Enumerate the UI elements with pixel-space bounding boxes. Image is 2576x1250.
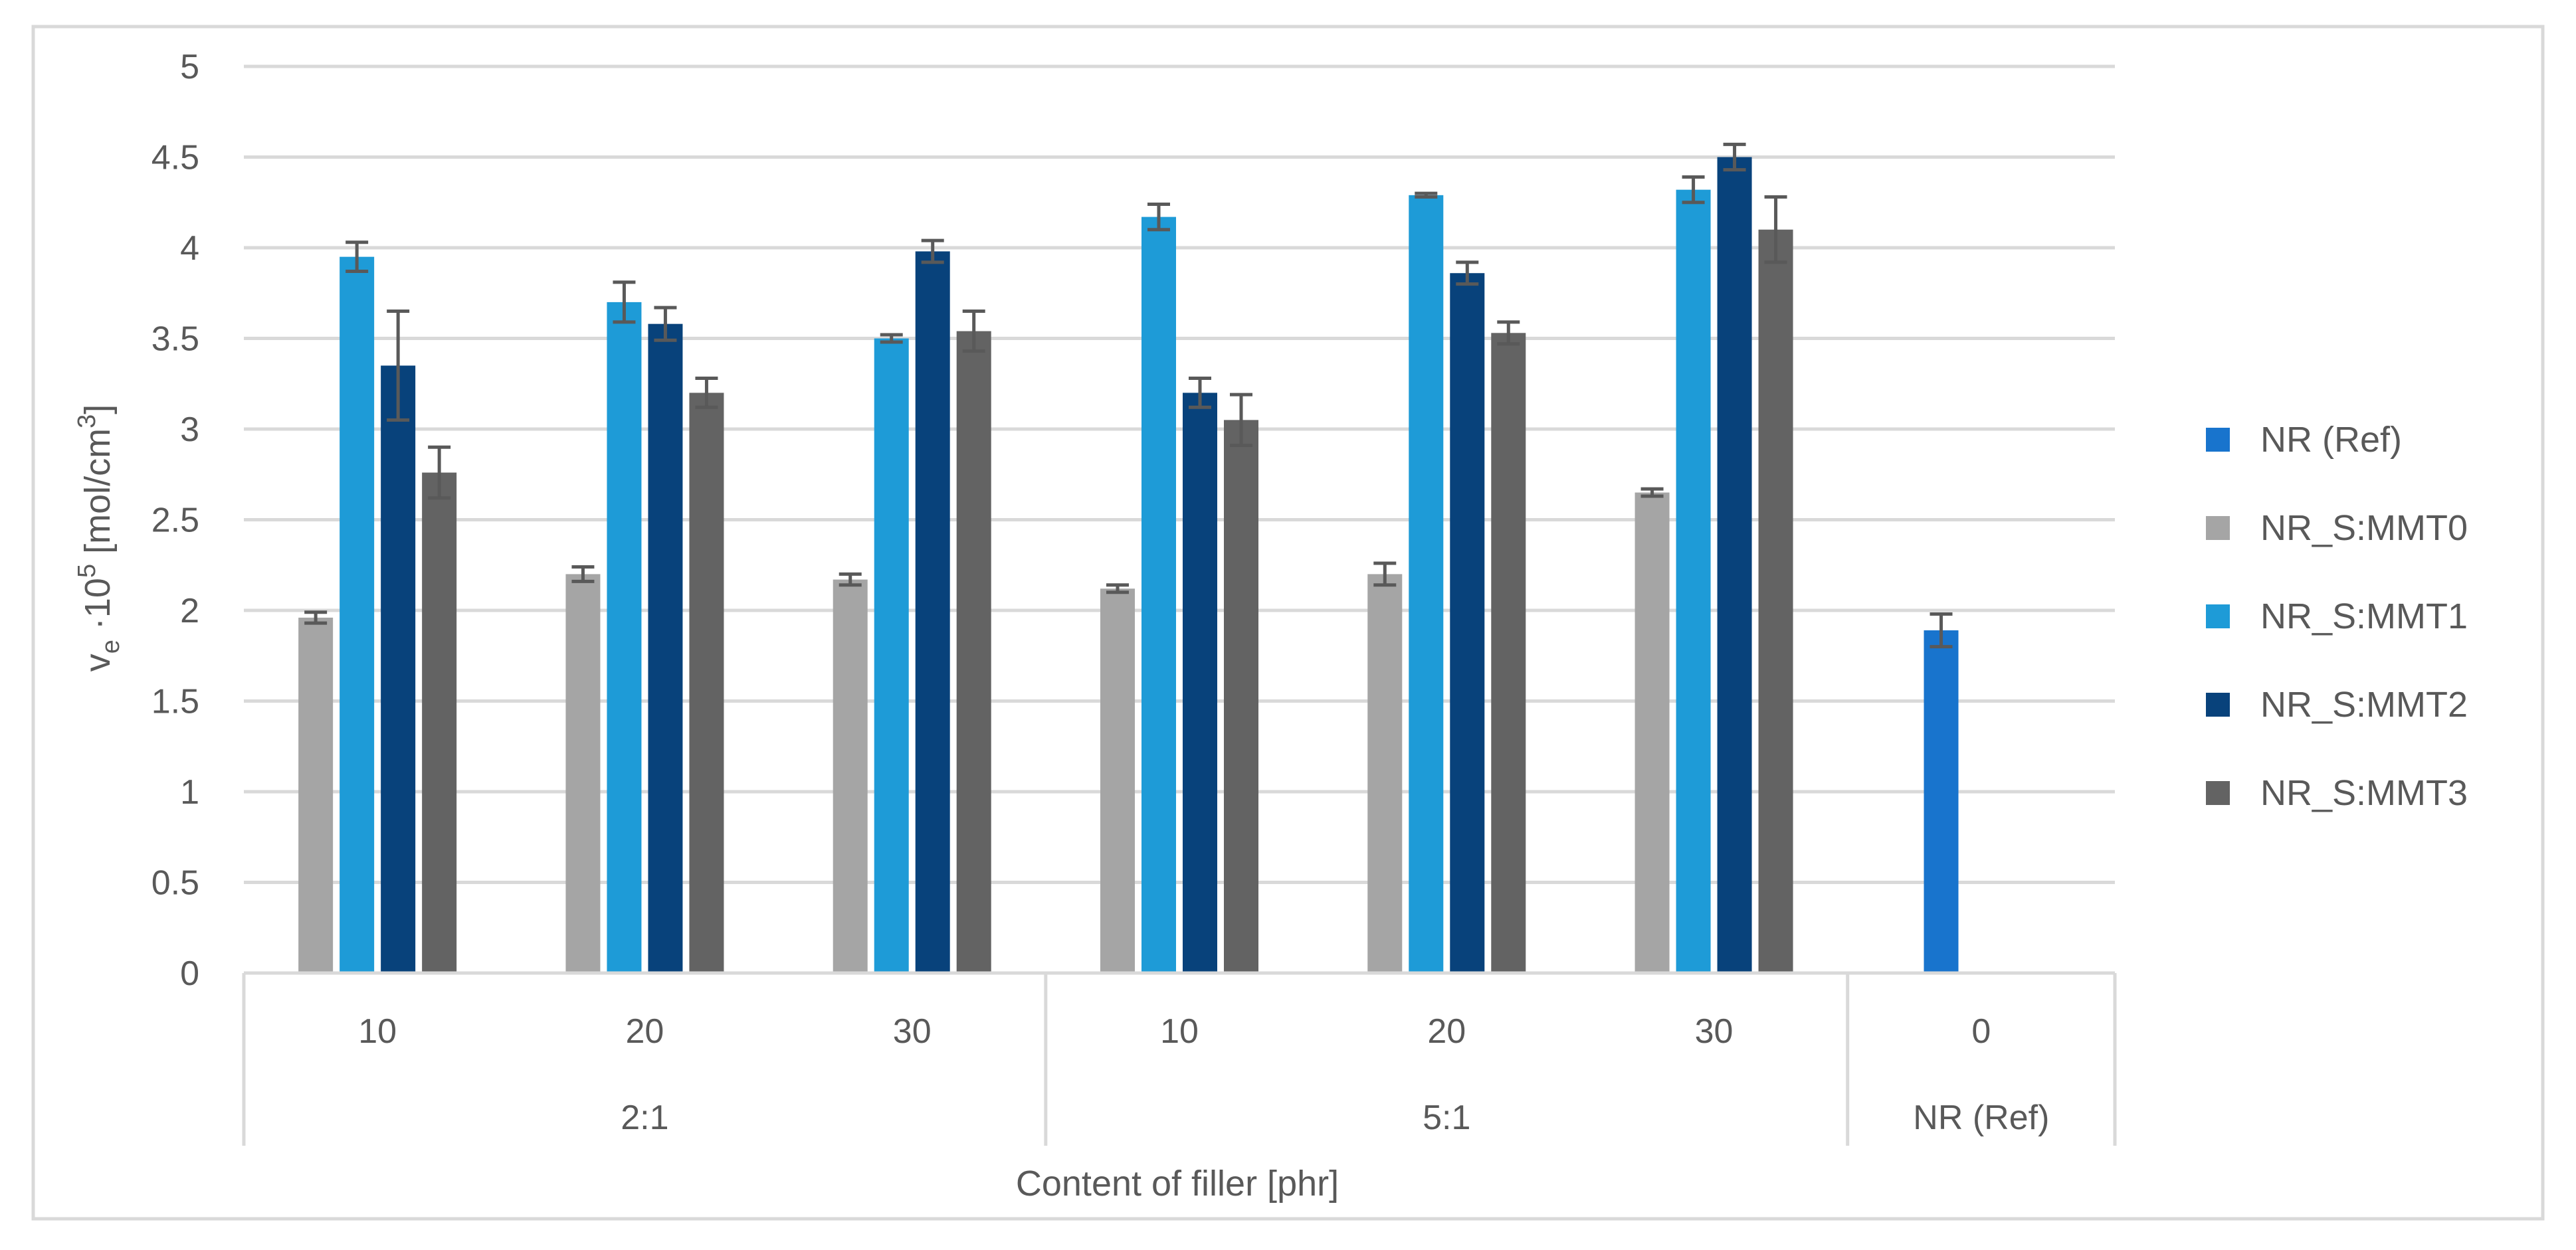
bar <box>1491 333 1526 973</box>
error-bars <box>304 142 1953 649</box>
x-axis-title: Content of filler [phr] <box>1016 1164 1339 1204</box>
y-tick-label: 2 <box>180 592 199 630</box>
bar <box>381 365 416 973</box>
x-tick-label: 10 <box>358 1012 397 1051</box>
bar <box>298 617 334 973</box>
x-tick-label: 30 <box>1695 1012 1734 1051</box>
group-label: 2:1 <box>621 1099 668 1137</box>
x-tick-label: 20 <box>626 1012 664 1051</box>
y-tick-label: 3 <box>180 410 199 449</box>
bar <box>1409 195 1444 974</box>
bar <box>1758 229 1793 974</box>
bar <box>565 574 601 973</box>
x-tick-label: 10 <box>1160 1012 1199 1051</box>
y-tick-label: 0 <box>180 954 199 993</box>
bar <box>1676 189 1711 973</box>
legend-swatch <box>2206 693 2230 717</box>
bar <box>340 256 375 973</box>
x-tick-label: 20 <box>1427 1012 1466 1051</box>
y-tick-label: 5 <box>180 48 199 86</box>
legend-label: NR_S:MMT3 <box>2260 773 2468 813</box>
legend-label: NR_S:MMT1 <box>2260 596 2468 636</box>
y-axis-title: ve ·105 [mol/cm3] <box>73 404 125 672</box>
bar <box>874 338 909 973</box>
bar <box>956 331 991 974</box>
y-tick-label: 4 <box>180 229 199 268</box>
legend-swatch <box>2206 781 2230 805</box>
y-tick-label: 4.5 <box>151 139 199 177</box>
bar <box>648 323 683 973</box>
bar <box>1450 273 1485 974</box>
bar <box>1224 420 1258 973</box>
bar <box>1717 157 1752 973</box>
bar <box>915 251 950 974</box>
legend: NR (Ref) NR_S:MMT0 NR_S:MMT1 NR_S:MMT2 NR_S:… <box>2206 420 2468 813</box>
legend-label: NR_S:MMT2 <box>2260 685 2468 725</box>
bar <box>607 302 642 973</box>
legend-label: NR (Ref) <box>2260 420 2402 460</box>
y-tick-label: 1 <box>180 773 199 812</box>
y-tick-label: 1.5 <box>151 683 199 721</box>
bar <box>1141 217 1176 974</box>
x-tick-label: 30 <box>893 1012 932 1051</box>
bar <box>833 579 868 973</box>
bar <box>1100 588 1135 973</box>
bar <box>1183 393 1217 973</box>
gridlines <box>244 64 2115 884</box>
group-label: 5:1 <box>1423 1099 1470 1137</box>
bars <box>298 157 1959 974</box>
y-tick-label: 3.5 <box>151 320 199 359</box>
bar <box>1924 630 1959 973</box>
legend-swatch <box>2206 428 2230 452</box>
legend-swatch <box>2206 604 2230 628</box>
bar <box>689 393 724 973</box>
bar <box>422 472 457 973</box>
legend-swatch <box>2206 516 2230 540</box>
legend-label: NR_S:MMT0 <box>2260 508 2468 548</box>
y-tick-label: 2.5 <box>151 501 199 540</box>
bar <box>1635 492 1670 973</box>
y-tick-label: 0.5 <box>151 864 199 903</box>
x-tick-label: 0 <box>1971 1012 1991 1051</box>
group-label: NR (Ref) <box>1913 1099 2049 1137</box>
bar <box>1367 574 1403 973</box>
axes: 0 0.5 1 1.5 2 2.5 3 3.5 4 4.5 5 10 20 30 10 20 30 0 2:1 5:1… <box>151 48 2117 1146</box>
